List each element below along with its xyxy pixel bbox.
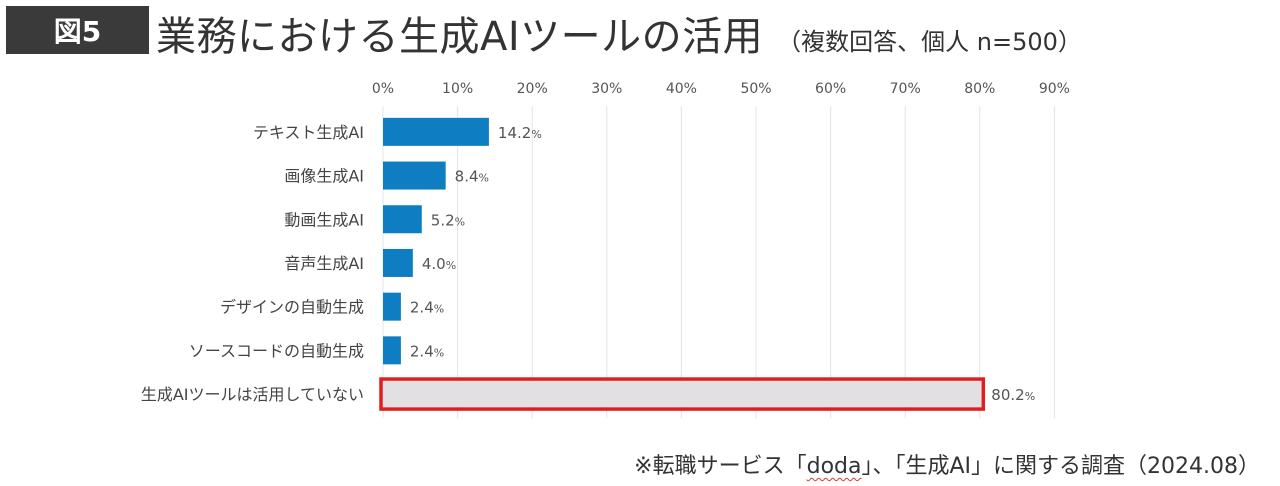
category-labels: テキスト生成AI 画像生成AI 動画生成AI 音声生成AI デザインの自動生成ソースコー… bbox=[141, 123, 364, 404]
x-tick-label: 50% bbox=[740, 81, 771, 97]
value-label: 14.2% bbox=[498, 124, 542, 142]
footnote-suffix: 」、「生成AI」に関する調査（2024.08） bbox=[861, 454, 1260, 479]
x-tick-label: 40% bbox=[666, 81, 697, 97]
highlight-frame bbox=[379, 377, 986, 411]
x-tick-label: 90% bbox=[1039, 81, 1070, 97]
x-tick-label: 30% bbox=[591, 81, 622, 97]
footnote-prefix: ※転職サービス「 bbox=[634, 454, 807, 479]
x-tick-label: 0% bbox=[372, 81, 394, 97]
bar-1 bbox=[383, 161, 446, 190]
category-label: ソースコードの自動生成 bbox=[189, 341, 364, 360]
value-label: 5.2% bbox=[431, 211, 465, 229]
value-label: 2.4% bbox=[410, 299, 444, 317]
chart-title: 業務における生成AIツールの活用 bbox=[156, 14, 764, 60]
title-block: 業務における生成AIツールの活用 （複数回答、個人 n=500） bbox=[156, 4, 1082, 60]
bars bbox=[379, 117, 986, 411]
bar-4 bbox=[383, 292, 401, 321]
bar-3 bbox=[383, 248, 413, 277]
chart-subtitle: （複数回答、個人 n=500） bbox=[777, 28, 1082, 56]
x-tick-label: 60% bbox=[815, 81, 846, 97]
grid-lines bbox=[382, 106, 1055, 418]
category-label: デザインの自動生成 bbox=[220, 298, 364, 317]
bar-6 bbox=[383, 381, 982, 408]
bar-2 bbox=[383, 205, 422, 234]
bar-0 bbox=[383, 117, 489, 146]
bar-5 bbox=[383, 336, 401, 365]
x-tick-label: 10% bbox=[442, 81, 473, 97]
footnote-service: doda bbox=[806, 454, 862, 479]
x-tick-label: 80% bbox=[964, 81, 995, 97]
x-tick-label: 70% bbox=[890, 81, 921, 97]
value-label: 4.0% bbox=[422, 255, 456, 273]
figure-badge: 図5 bbox=[6, 6, 149, 54]
category-label: 動画生成AI bbox=[284, 210, 364, 229]
value-label: 8.4% bbox=[455, 168, 489, 186]
category-label: 生成AIツールは活用していない bbox=[141, 385, 364, 404]
category-label: 画像生成AI bbox=[284, 167, 364, 186]
category-label: テキスト生成AI bbox=[253, 123, 364, 142]
value-label: 2.4% bbox=[410, 342, 444, 360]
source-footnote: ※転職サービス「doda」、「生成AI」に関する調査（2024.08） bbox=[634, 448, 1260, 480]
category-label: 音声生成AI bbox=[284, 254, 364, 273]
value-label: 80.2% bbox=[991, 386, 1035, 404]
x-tick-label: 20% bbox=[517, 81, 548, 97]
value-labels: 14.2% 8.4% 5.2% 4.0% 2.4% 2.4% 80.2% bbox=[410, 124, 1035, 404]
x-axis-ticks: 0% 10% 20% 30% 40% 50% 60% 70% 80% 90% bbox=[372, 81, 1070, 97]
